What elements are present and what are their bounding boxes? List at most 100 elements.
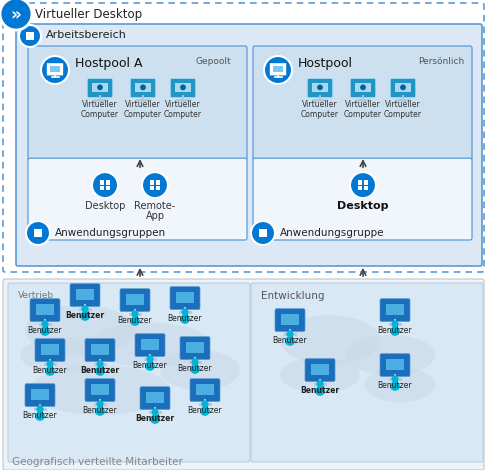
Bar: [141, 339, 159, 350]
Text: Entwicklung: Entwicklung: [261, 291, 324, 301]
Circle shape: [142, 172, 168, 198]
Text: Geografisch verteilte Mitarbeiter: Geografisch verteilte Mitarbeiter: [12, 457, 183, 467]
Bar: [150, 180, 154, 185]
Circle shape: [41, 56, 69, 84]
Bar: [106, 186, 110, 190]
FancyBboxPatch shape: [28, 46, 247, 160]
Bar: [75, 289, 94, 300]
Ellipse shape: [345, 335, 435, 375]
Bar: [155, 180, 160, 185]
Text: Virtueller
Computer: Virtueller Computer: [384, 100, 422, 119]
Circle shape: [46, 360, 54, 368]
Bar: [31, 389, 50, 400]
Bar: [91, 344, 110, 355]
FancyBboxPatch shape: [253, 46, 472, 160]
FancyBboxPatch shape: [170, 287, 200, 310]
Ellipse shape: [390, 382, 400, 391]
Text: Benutzer: Benutzer: [135, 414, 174, 423]
Text: Arbeitsbereich: Arbeitsbereich: [46, 30, 127, 40]
Text: Remote-
App: Remote- App: [134, 201, 176, 221]
Ellipse shape: [160, 350, 240, 390]
Ellipse shape: [40, 327, 50, 336]
Text: Virtueller
Computer: Virtueller Computer: [301, 100, 339, 119]
Bar: [38, 234, 42, 237]
Bar: [263, 229, 267, 233]
Text: Benutzer: Benutzer: [178, 364, 212, 373]
FancyBboxPatch shape: [85, 379, 115, 401]
FancyBboxPatch shape: [350, 78, 375, 97]
Ellipse shape: [285, 337, 295, 346]
FancyBboxPatch shape: [270, 63, 286, 75]
Circle shape: [97, 85, 103, 90]
Bar: [175, 83, 191, 92]
FancyBboxPatch shape: [28, 158, 247, 240]
Circle shape: [286, 330, 294, 337]
Bar: [100, 186, 105, 190]
Bar: [40, 344, 59, 355]
Bar: [34, 234, 37, 237]
FancyBboxPatch shape: [30, 299, 60, 321]
Bar: [26, 37, 30, 40]
Circle shape: [181, 308, 188, 315]
Bar: [31, 32, 34, 36]
Text: »: »: [11, 6, 21, 24]
Bar: [395, 83, 411, 92]
Text: Benutzer: Benutzer: [378, 381, 412, 390]
Ellipse shape: [315, 386, 325, 396]
Bar: [50, 66, 60, 72]
Circle shape: [96, 360, 104, 368]
Bar: [146, 392, 165, 403]
Circle shape: [140, 85, 146, 90]
FancyBboxPatch shape: [25, 384, 55, 407]
Bar: [355, 83, 371, 92]
FancyBboxPatch shape: [85, 339, 115, 361]
Circle shape: [0, 0, 32, 30]
Circle shape: [400, 85, 406, 90]
FancyBboxPatch shape: [190, 379, 220, 401]
Text: Virtueller
Computer: Virtueller Computer: [164, 100, 202, 119]
FancyBboxPatch shape: [140, 387, 170, 409]
Ellipse shape: [25, 305, 135, 355]
Circle shape: [264, 56, 292, 84]
Circle shape: [180, 85, 186, 90]
Circle shape: [147, 355, 153, 362]
Bar: [150, 186, 154, 190]
Ellipse shape: [20, 337, 100, 373]
FancyBboxPatch shape: [3, 279, 484, 470]
Bar: [135, 83, 151, 92]
Bar: [273, 66, 283, 72]
Ellipse shape: [45, 367, 55, 376]
Text: Persönlich: Persönlich: [418, 57, 464, 66]
Text: Benutzer: Benutzer: [80, 366, 120, 375]
Circle shape: [96, 400, 104, 407]
Bar: [155, 186, 160, 190]
Bar: [34, 229, 37, 233]
Bar: [259, 229, 262, 233]
Text: Desktop: Desktop: [337, 201, 389, 211]
FancyBboxPatch shape: [170, 78, 196, 97]
Ellipse shape: [390, 327, 400, 336]
Text: Vertrieb: Vertrieb: [18, 291, 54, 300]
Bar: [363, 186, 368, 190]
FancyBboxPatch shape: [35, 339, 65, 361]
Circle shape: [151, 408, 159, 415]
Bar: [259, 234, 262, 237]
FancyBboxPatch shape: [70, 284, 100, 306]
Text: Benutzer: Benutzer: [132, 361, 168, 370]
Circle shape: [392, 321, 398, 328]
FancyBboxPatch shape: [251, 283, 483, 462]
Bar: [386, 359, 404, 370]
Text: Gepoolt: Gepoolt: [195, 57, 231, 66]
Circle shape: [81, 306, 89, 313]
Bar: [196, 384, 214, 395]
Bar: [38, 229, 42, 233]
Ellipse shape: [365, 368, 435, 402]
FancyBboxPatch shape: [16, 24, 482, 266]
Circle shape: [19, 25, 41, 47]
Circle shape: [251, 221, 275, 245]
Text: Benutzer: Benutzer: [33, 366, 67, 375]
Circle shape: [131, 310, 139, 318]
Bar: [175, 292, 194, 303]
Ellipse shape: [130, 316, 140, 326]
Ellipse shape: [35, 411, 45, 421]
